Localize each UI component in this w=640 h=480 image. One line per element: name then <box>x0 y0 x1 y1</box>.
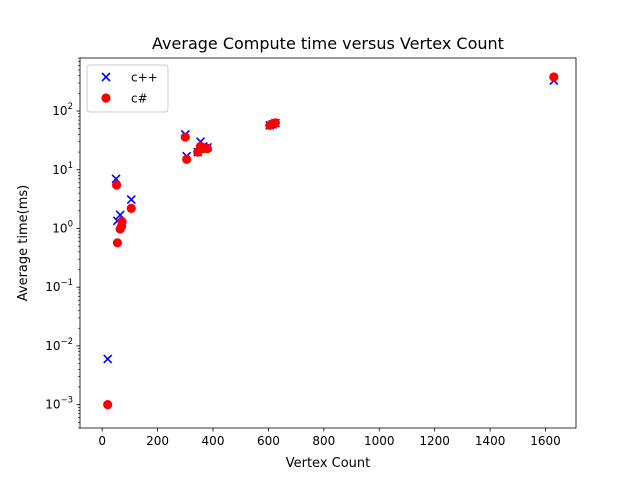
x-tick-label: 1200 <box>419 434 450 448</box>
y-tick-label: 101 <box>52 161 73 177</box>
csharp-point-0 <box>103 400 113 410</box>
csharp-point-16 <box>549 72 559 82</box>
legend-marker-cpp <box>101 72 111 82</box>
legend-label: c++ <box>131 71 158 85</box>
x-tick-label: 0 <box>98 434 106 448</box>
csharp-point-5 <box>117 217 127 227</box>
x-tick-label: 800 <box>312 434 335 448</box>
x-tick-label: 1600 <box>530 434 561 448</box>
csharp-point-15 <box>270 118 280 128</box>
legend-marker-csharp <box>101 93 111 103</box>
y-tick-label: 10−1 <box>45 278 73 294</box>
chart-title: Average Compute time versus Vertex Count <box>152 34 504 53</box>
x-tick-label: 1000 <box>364 434 395 448</box>
plot-frame <box>79 57 577 429</box>
cpp-point-0 <box>103 354 113 364</box>
csharp-point-1 <box>111 180 122 190</box>
legend-entries: c++ c# <box>101 71 158 106</box>
x-axis-label: Vertex Count <box>286 456 371 471</box>
x-tick-label: 1400 <box>475 434 506 448</box>
y-tick-label: 100 <box>52 219 73 235</box>
legend: c++ c# <box>86 64 169 113</box>
x-tick-label: 400 <box>202 434 225 448</box>
cpp-point-5 <box>126 195 136 205</box>
y-tick-label: 102 <box>52 102 73 118</box>
y-tick-label: 10−2 <box>45 337 73 353</box>
csharp-point-12 <box>202 143 213 154</box>
csharp-point-8 <box>182 154 192 165</box>
csharp-point-7 <box>180 132 190 142</box>
legend-label: c# <box>131 92 148 106</box>
csharp-point-2 <box>112 238 123 248</box>
x-tick-label: 200 <box>146 434 169 448</box>
y-axis-label: Average time(ms) <box>16 185 31 301</box>
y-axis-ticks: 10−3 10−2 10−1 100 101 102 <box>45 57 80 429</box>
x-axis-ticks: 0 200 400 600 800 1000 1200 1400 1600 <box>98 428 561 448</box>
plot-marks <box>103 72 559 410</box>
x-tick-label: 600 <box>257 434 280 448</box>
y-tick-label: 10−3 <box>45 396 73 412</box>
csharp-point-6 <box>126 203 136 213</box>
